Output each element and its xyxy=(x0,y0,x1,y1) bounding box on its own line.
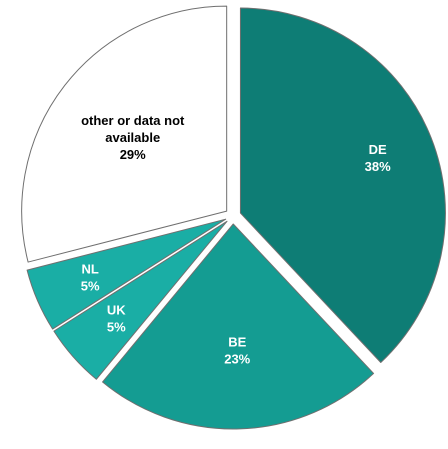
pie-label-name: NL xyxy=(82,261,99,276)
pie-label-name: other or data not xyxy=(81,113,185,128)
pie-slice-de xyxy=(239,7,446,363)
pie-label-de: DE 38% xyxy=(365,142,391,174)
pie-label-value: 5% xyxy=(81,278,100,293)
pie-label-name: DE xyxy=(369,142,387,157)
pie-slice-nl xyxy=(26,218,227,330)
pie-slices xyxy=(21,5,446,430)
pie-slice-other-or-data-not-available xyxy=(21,5,228,263)
pie-slice-uk xyxy=(53,220,228,380)
pie-label-uk: UK 5% xyxy=(107,302,126,334)
pie-label-be: BE 23% xyxy=(224,335,250,367)
pie-label-value: 29% xyxy=(120,147,146,162)
pie-label-name: UK xyxy=(107,302,126,317)
pie-label-value: 23% xyxy=(224,352,250,367)
pie-label-value: 5% xyxy=(107,319,126,334)
pie-labels: DE 38% BE 23% UK 5% NL 5% other or data not avail… xyxy=(81,113,391,366)
pie-label-name: available xyxy=(105,130,160,145)
pie-label-name: BE xyxy=(228,335,246,350)
pie-label-value: 38% xyxy=(365,159,391,174)
pie-label-nl: NL 5% xyxy=(81,261,100,293)
pie-slice-be xyxy=(102,223,375,430)
pie-label-other-or-data-not-available: other or data not available 29% xyxy=(81,113,185,162)
